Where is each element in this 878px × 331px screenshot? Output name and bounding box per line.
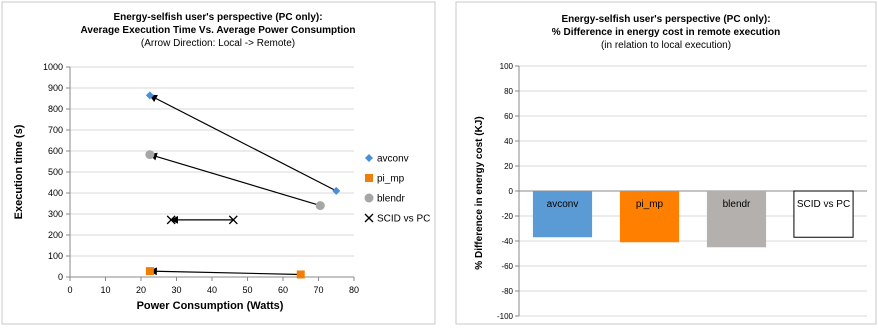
scatter-y-tick-label: 500 — [48, 167, 63, 177]
bar-y-tick-label: -80 — [501, 287, 513, 296]
bar-chart: Energy-selfish user's perspective (PC on… — [455, 1, 877, 325]
bar-y-tick-label: 100 — [500, 62, 514, 71]
scatter-y-tick-label: 900 — [48, 83, 63, 93]
arrow-blendr — [148, 152, 321, 207]
point-avconv — [332, 186, 341, 195]
legend-marker-blendr — [364, 193, 374, 203]
scatter-y-axis-title: Execution time (s) — [13, 124, 25, 219]
scatter-x-tick-label: 80 — [349, 285, 359, 295]
scatter-y-tick-labels: 0 100 200 300 400 500 600 700 800 900 1000 — [43, 62, 63, 282]
legend-marker-avconv — [365, 154, 373, 162]
bar-avconv — [532, 191, 593, 238]
legend-marker-scid-vs-pc — [364, 213, 374, 223]
point-scid-vs-pc-stroke — [228, 215, 238, 225]
scatter-x-tick-label: 60 — [278, 285, 288, 295]
bar-label-avconv: avconv — [547, 199, 579, 210]
point-blendr — [315, 201, 325, 211]
point-scid-vs-pc — [166, 215, 176, 225]
legend-label-pi-mp: pi_mp — [377, 174, 405, 185]
arrow-pi-mp — [148, 267, 301, 276]
bar-y-axis-title: % Difference in energy cost (KJ) — [474, 116, 485, 269]
scatter-axes — [66, 66, 355, 281]
bar-y-tick-label: -100 — [497, 312, 514, 321]
bar-title-line-1: Energy-selfish user's perspective (PC on… — [561, 14, 770, 25]
scatter-x-tick-label: 40 — [207, 285, 217, 295]
bar-y-tick-label: 60 — [504, 112, 513, 121]
scatter-y-tick-label: 200 — [48, 230, 63, 240]
scatter-title-line-2: Average Execution Time Vs. Average Power… — [81, 25, 356, 36]
bar-label-pi-mp: pi_mp — [636, 199, 664, 210]
scatter-y-tick-label: 1000 — [43, 62, 63, 72]
bar-y-tick-label: -20 — [501, 212, 513, 221]
legend-marker-pi-mp — [365, 174, 373, 182]
point-avconv — [145, 91, 154, 100]
bar-y-tick-labels: 100 80 60 40 20 0 -20 -40 -60 -80 -100 — [497, 62, 514, 321]
scatter-y-tick-label: 0 — [58, 272, 63, 282]
bar-y-tick-label: 80 — [504, 87, 513, 96]
bar-y-tick-label: -40 — [501, 237, 513, 246]
bar-y-tick-label: 0 — [509, 187, 514, 196]
scatter-y-tick-label: 800 — [48, 104, 63, 114]
bar-chart-frame — [455, 1, 877, 325]
scatter-x-axis-title: Power Consumption (Watts) — [137, 300, 284, 312]
scatter-y-tick-label: 100 — [48, 251, 63, 261]
scatter-x-tick-label: 50 — [242, 285, 252, 295]
scatter-x-tick-label: 30 — [171, 285, 181, 295]
scatter-x-tick-label: 10 — [100, 285, 110, 295]
scatter-title-line-1: Energy-selfish user's perspective (PC on… — [113, 12, 322, 23]
bar-pi-mp — [619, 191, 680, 243]
point-pi-mp — [145, 267, 154, 276]
scatter-x-tick-label: 0 — [67, 285, 72, 295]
scatter-arrows — [148, 94, 337, 276]
legend-label-blendr: blendr — [377, 194, 405, 205]
scatter-y-tick-label: 400 — [48, 188, 63, 198]
point-scid-vs-pc — [228, 215, 238, 225]
bar-label-scid-vs-pc: SCID vs PC — [797, 199, 850, 210]
bar-scid-vs-pc — [793, 190, 854, 238]
legend-marker-scid-vs-pc-stroke — [364, 213, 374, 223]
scatter-subtitle: (Arrow Direction: Local -> Remote) — [141, 38, 295, 49]
bar-title-line-2: % Difference in energy cost in remote ex… — [552, 27, 780, 38]
scatter-x-tick-label: 70 — [313, 285, 323, 295]
arrow-avconv — [148, 94, 337, 192]
scatter-x-tick-labels: 0 10 20 30 40 50 60 70 80 — [67, 285, 359, 295]
scatter-points — [145, 91, 341, 279]
legend-label-avconv: avconv — [377, 154, 409, 165]
bar-y-tick-label: -60 — [501, 262, 513, 271]
scatter-chart: Energy-selfish user's perspective (PC on… — [1, 1, 436, 325]
point-pi-mp — [296, 270, 305, 279]
legend-label-scid-vs-pc: SCID vs PC — [377, 214, 430, 225]
bar-series: avconv pi_mp blendr SCID vs PC — [532, 190, 854, 248]
scatter-gridlines — [70, 66, 354, 278]
bar-y-tick-label: 20 — [504, 162, 513, 171]
scatter-y-tick-label: 600 — [48, 146, 63, 156]
scatter-y-tick-label: 300 — [48, 209, 63, 219]
bar-y-tick-label: 40 — [504, 137, 513, 146]
scatter-chart-frame — [1, 1, 436, 325]
bar-subtitle: (in relation to local execution) — [601, 40, 731, 51]
scatter-x-tick-label: 20 — [136, 285, 146, 295]
bar-blendr — [706, 191, 767, 248]
scatter-y-tick-label: 700 — [48, 125, 63, 135]
bar-label-blendr: blendr — [723, 199, 751, 210]
point-blendr — [145, 150, 155, 160]
point-scid-vs-pc-stroke — [166, 215, 176, 225]
